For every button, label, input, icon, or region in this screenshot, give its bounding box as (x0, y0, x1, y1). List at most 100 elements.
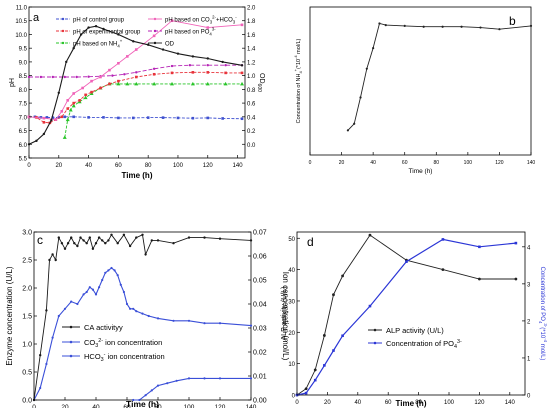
x-axis-label: Time (h) (396, 399, 427, 408)
data-point (39, 386, 42, 390)
data-point (57, 314, 60, 318)
plot-frame (296, 231, 526, 396)
data-point (98, 286, 101, 289)
legend-label: pH of experimental group (73, 30, 141, 36)
data-point (70, 236, 73, 239)
legend-label: OD (165, 42, 175, 48)
data-point (65, 60, 68, 64)
y2-tick-label: 2.0 (247, 6, 256, 12)
series-line (28, 71, 242, 124)
data-point (76, 244, 79, 248)
chart-panel-c: 0 20 40 60 80 100 120 1400.00.51.01.52.02.53.00… (5, 230, 290, 412)
data-point (203, 377, 206, 380)
data-point (478, 245, 481, 249)
data-point (144, 253, 147, 256)
data-point (323, 364, 326, 367)
data-point (156, 317, 160, 320)
data-point (71, 103, 76, 108)
data-point (152, 81, 157, 86)
data-point (422, 25, 425, 28)
legend-label: pH based on NH4+ (73, 39, 123, 49)
data-point (224, 71, 227, 75)
y2-tick-label: 1.4 (247, 47, 256, 53)
data-point (372, 47, 375, 50)
data-point (203, 236, 206, 239)
data-point (341, 274, 344, 278)
y2-tick-label: 2 (527, 319, 531, 325)
data-point (322, 334, 326, 337)
data-point (479, 26, 482, 29)
data-point (101, 239, 104, 242)
data-point (79, 33, 83, 36)
legend-label: CA activityy (84, 323, 123, 332)
x-tick-label: 20 (324, 400, 331, 406)
series-line (33, 267, 252, 401)
data-point (134, 75, 138, 79)
data-point (341, 334, 344, 338)
data-point (138, 398, 141, 402)
data-point (190, 81, 195, 86)
chart-panel-b: 0 20 40 60 80 100 120 140 Time (h) Concentration … (293, 6, 535, 175)
y2-tick-label: 1.2 (247, 60, 256, 66)
data-point (63, 247, 67, 250)
data-point (79, 236, 82, 239)
x-tick-label: 80 (434, 160, 440, 166)
y2-tick-label: 1.8 (247, 19, 256, 25)
data-point (161, 116, 165, 119)
data-point (48, 258, 51, 262)
y2-tick-label: 0.0 (247, 143, 256, 149)
data-point (332, 349, 335, 352)
legend-marker (373, 341, 377, 345)
data-point (51, 75, 55, 79)
y-tick-label: 0.0 (22, 398, 32, 405)
y-tick-label: 1.0 (22, 342, 32, 349)
y-tick-label: 10.5 (15, 19, 27, 25)
data-point (498, 28, 501, 31)
data-point (132, 398, 135, 402)
data-point (116, 274, 119, 277)
legend-item: pH of experimental group (56, 30, 141, 36)
data-point (72, 46, 75, 50)
data-point (126, 55, 129, 58)
data-point (304, 387, 308, 391)
data-point (460, 25, 463, 28)
data-point (249, 377, 253, 380)
data-point (514, 277, 518, 281)
x-tick-label: 120 (215, 404, 226, 408)
data-point (57, 91, 60, 94)
x-tick-label: 80 (145, 163, 152, 169)
data-point (91, 247, 95, 250)
data-point (176, 52, 180, 55)
series-line (347, 22, 532, 131)
data-point (42, 116, 46, 120)
data-point (88, 236, 92, 239)
data-point (122, 290, 125, 294)
data-point (304, 391, 308, 395)
data-point (170, 64, 174, 68)
data-point (365, 67, 368, 70)
data-point (384, 23, 387, 27)
data-point (125, 302, 129, 306)
data-point (54, 118, 58, 121)
panel-letter: a (33, 12, 40, 24)
y2-tick-label: 0.8 (247, 88, 256, 94)
y-tick-label: 6.0 (19, 143, 28, 149)
data-point (42, 121, 46, 124)
x-tick-label: 40 (85, 163, 92, 169)
data-point (170, 71, 174, 75)
data-point (117, 33, 120, 36)
y-axis-label: Enzyme concentration (U/L) (5, 266, 14, 365)
data-point (141, 233, 144, 236)
y-tick-label: 8.0 (19, 88, 28, 94)
x-tick-label: 60 (402, 160, 408, 166)
x-tick-label: 60 (115, 163, 122, 169)
data-point (87, 116, 90, 119)
y-tick-label: 2.5 (22, 258, 32, 265)
data-point (72, 115, 75, 119)
x-tick-label: 100 (184, 404, 195, 408)
legend-item: ALP activity (U/L) (368, 326, 444, 335)
legend-marker (153, 29, 157, 33)
y-axis-label: ALP activity (U/L) (281, 287, 288, 341)
y2-tick-label: 0.02 (253, 350, 267, 357)
